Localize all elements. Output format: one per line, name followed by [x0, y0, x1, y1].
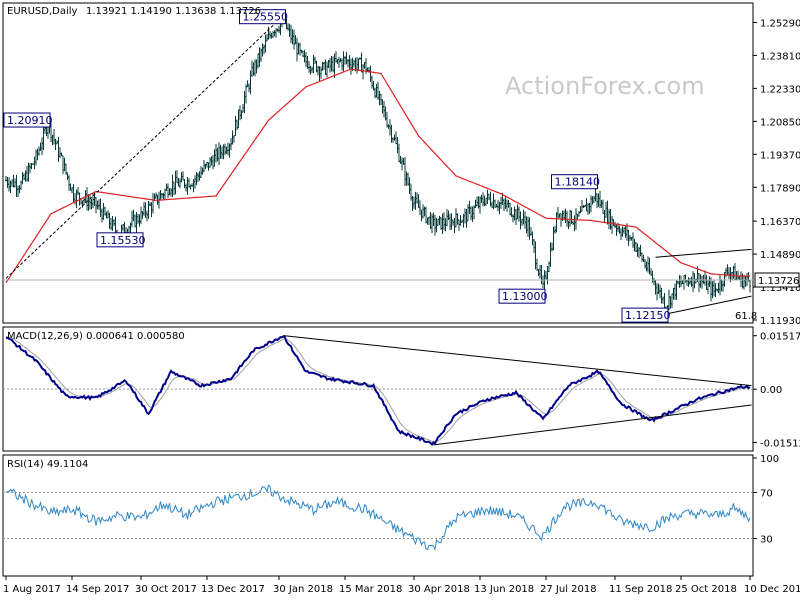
macd-tick-label: 0.015178 — [760, 332, 800, 343]
price-tick-label: 1.25290 — [760, 18, 800, 29]
date-label: 30 Jan 2018 — [273, 584, 333, 595]
price-annotation: 1.20910 — [7, 114, 53, 127]
macd-signal-line — [5, 336, 751, 443]
price-annotation: 1.15530 — [100, 234, 146, 247]
price-panel — [2, 2, 754, 324]
price-trendline — [665, 295, 752, 315]
price-tick-label: 1.23810 — [760, 51, 800, 62]
price-tick-label: 1.17890 — [760, 183, 800, 194]
price-trendline — [655, 248, 752, 258]
price-annotation: 1.12150 — [625, 309, 671, 322]
date-label: 30 Oct 2017 — [135, 584, 197, 595]
macd-trendline — [433, 404, 752, 446]
price-annotation-box — [96, 232, 144, 248]
price-tick-label: 1.11930 — [760, 316, 800, 327]
price-annotation: 1.18140 — [555, 176, 601, 189]
date-label: 11 Sep 2018 — [609, 584, 672, 595]
rsi-tick-label: 70 — [760, 489, 773, 500]
macd-tick-label: -0.015126 — [760, 438, 800, 449]
macd-line — [5, 335, 751, 447]
macd-trendline — [283, 335, 752, 387]
price-annotation-box — [239, 9, 286, 25]
current-price-box — [754, 272, 800, 288]
date-label: 10 Dec 2018 — [744, 584, 800, 595]
price-layer: 1.25550 1.20910 1.15530 1.18140 1.13000 1.121… — [3, 9, 757, 323]
price-tick-label: 1.20850 — [760, 117, 800, 128]
fib-label: 61.8 — [735, 311, 757, 322]
rsi-tick-label: 30 — [760, 535, 773, 546]
price-tick-label: 1.16370 — [760, 217, 800, 228]
date-label: 14 Sep 2017 — [66, 584, 129, 595]
date-label: 13 Jun 2018 — [474, 584, 534, 595]
price-trendline — [5, 15, 284, 279]
rsi-title: RSI(14) 49.1104 — [7, 459, 88, 470]
date-label: 27 Jul 2018 — [540, 584, 597, 595]
rsi-line — [5, 484, 751, 552]
price-annotation-box — [3, 112, 51, 128]
date-label: 25 Oct 2018 — [675, 584, 737, 595]
price-tick-label: 1.19370 — [760, 150, 800, 161]
price-tick-label: 1.22330 — [760, 84, 800, 95]
price-tick-label: 1.13410 — [760, 283, 800, 294]
date-label: 15 Mar 2018 — [339, 584, 402, 595]
macd-layer — [3, 335, 753, 447]
rsi-layer — [3, 484, 753, 552]
price-header-ohlc: 1.13921 1.14190 1.13638 1.13726 — [86, 6, 261, 17]
date-label: 1 Aug 2017 — [3, 584, 61, 595]
price-tick-label: 1.14890 — [760, 250, 800, 261]
moving-average-line — [5, 68, 750, 284]
watermark: ActionForex.com — [505, 72, 705, 100]
current-price-label: 1.13726 — [758, 276, 799, 287]
rsi-tick-label: 100 — [760, 454, 779, 465]
price-annotation-box — [498, 288, 546, 304]
price-annotation: 1.25550 — [243, 11, 289, 24]
price-annotation-box — [551, 174, 598, 190]
price-annotation: 1.13000 — [502, 290, 548, 303]
price-header-symbol: EURUSD,Daily — [7, 6, 78, 17]
macd-title: MACD(12,26,9) 0.000641 0.000580 — [7, 331, 185, 342]
axis-layer: 1.25290 1.23810 1.22330 1.20850 1.19370 1.178… — [3, 18, 800, 595]
date-label: 30 Apr 2018 — [408, 584, 470, 595]
price-annotation-box — [621, 307, 669, 323]
date-label: 13 Dec 2017 — [201, 584, 265, 595]
macd-tick-label: 0.00 — [760, 385, 782, 396]
